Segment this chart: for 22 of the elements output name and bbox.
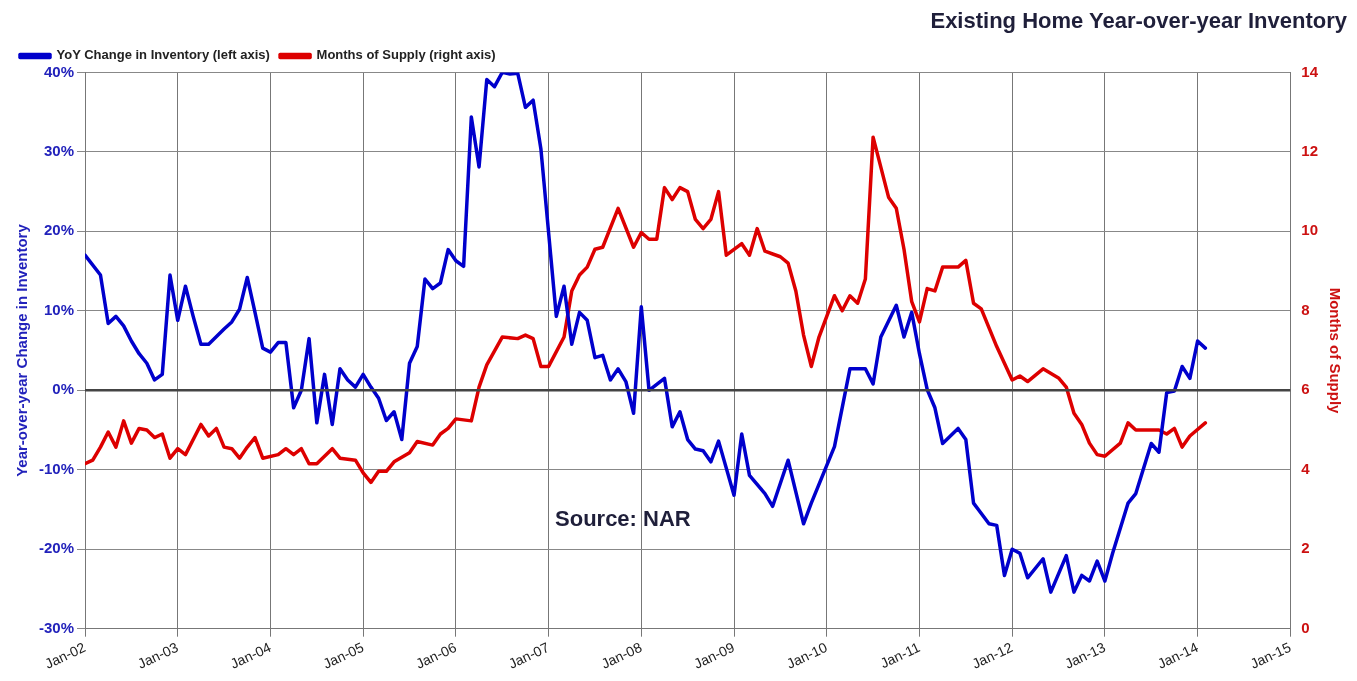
y-tick-label: 10%	[43, 300, 75, 318]
y2-axis-title: Months of Supply	[1326, 287, 1344, 415]
y-tick-label: -10%	[38, 459, 75, 477]
y2-tick-label: 8	[1301, 300, 1310, 318]
y2-tick-label: 6	[1301, 380, 1310, 398]
chart-title: Existing Home Year-over-year Inventory	[930, 8, 1348, 34]
y2-tick-label: 14	[1301, 62, 1319, 80]
y-tick-label: 30%	[43, 142, 75, 160]
legend-label: Months of Supply (right axis)	[316, 47, 496, 63]
y-tick-label: -20%	[38, 539, 75, 557]
y-tick-label: 20%	[43, 221, 75, 239]
legend-label: YoY Change in Inventory (left axis)	[56, 47, 270, 63]
y-tick-label: 0%	[52, 380, 75, 398]
y2-tick-label: 0	[1301, 618, 1310, 636]
y-tick-label: -30%	[38, 618, 75, 636]
y2-tick-label: 10	[1301, 221, 1318, 239]
y-axis-title: Year-over-year Change in Inventory	[13, 223, 31, 477]
y2-tick-label: 2	[1301, 539, 1310, 557]
y2-tick-label: 4	[1301, 459, 1311, 477]
y2-tick-label: 12	[1301, 142, 1318, 160]
annotation: Source: NAR	[555, 505, 691, 531]
y-tick-label: 40%	[43, 62, 75, 80]
